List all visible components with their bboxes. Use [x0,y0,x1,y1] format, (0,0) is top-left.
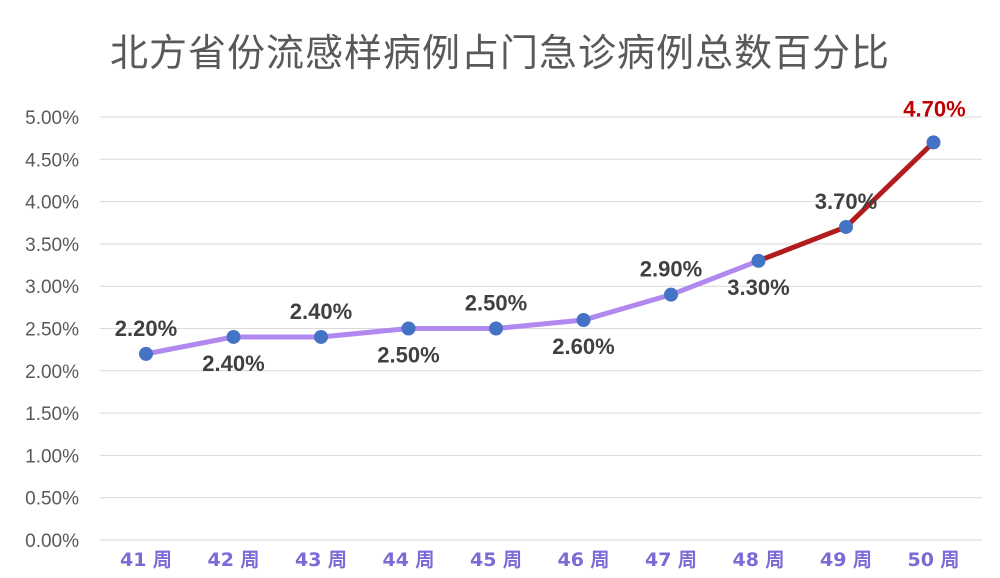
data-label: 2.40% [290,299,352,324]
data-label: 4.70% [903,96,965,121]
data-point [401,321,416,336]
x-tick-label: 46 周 [557,549,609,571]
data-point [576,313,591,328]
chart-title: 北方省份流感样病例占门急诊病例总数百分比 [109,31,890,75]
x-tick-label: 44 周 [382,549,434,571]
y-tick-label: 0.50% [25,489,79,510]
series-line [143,258,761,357]
x-tick-label: 42 周 [207,549,259,571]
y-tick-label: 3.50% [25,235,79,256]
y-tick-label: 5.00% [25,108,79,129]
data-label: 2.60% [552,334,614,359]
y-tick-label: 4.50% [25,150,79,171]
data-point [751,253,766,268]
y-tick-label: 0.00% [25,531,79,552]
data-label: 2.40% [202,351,264,376]
data-point [839,219,853,234]
data-label: 3.70% [815,189,877,214]
x-tick-label: 49 周 [820,549,872,571]
data-point [139,346,153,361]
x-tick-label: 45 周 [470,549,522,571]
data-point [664,287,678,302]
y-tick-label: 2.00% [25,362,79,383]
data-point [226,329,241,344]
x-tick-label: 48 周 [732,549,784,571]
data-point [314,329,328,344]
data-label: 2.90% [640,257,702,282]
x-tick-label: 43 周 [295,549,347,571]
x-tick-label: 47 周 [645,549,697,571]
x-tick-label: 50 周 [907,549,959,571]
data-point [926,135,941,150]
y-tick-label: 2.50% [25,320,79,341]
data-label: 3.30% [727,275,789,300]
data-label: 2.20% [115,316,177,341]
data-label: 2.50% [377,343,439,368]
y-tick-label: 4.00% [25,193,79,214]
data-label: 2.50% [465,291,527,316]
y-tick-label: 3.00% [25,277,79,298]
y-tick-label: 1.50% [25,404,79,425]
y-tick-label: 1.00% [25,446,79,467]
x-tick-label: 41 周 [120,549,172,571]
data-point [489,321,503,336]
